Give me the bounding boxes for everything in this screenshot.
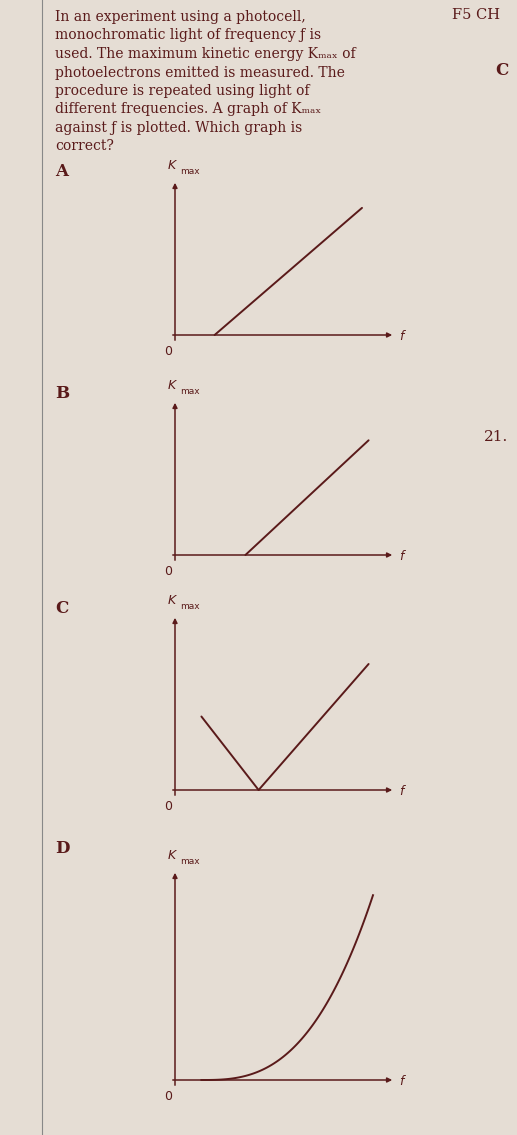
Text: $f$: $f$ xyxy=(399,784,407,798)
Text: max: max xyxy=(180,857,200,866)
Text: different frequencies. A graph of Κₘₐₓ: different frequencies. A graph of Κₘₐₓ xyxy=(55,102,321,117)
Text: photoelectrons emitted is measured. The: photoelectrons emitted is measured. The xyxy=(55,66,345,79)
Text: $f$: $f$ xyxy=(399,1074,407,1088)
Text: 0: 0 xyxy=(164,345,172,358)
Text: B: B xyxy=(55,385,69,402)
Text: 0: 0 xyxy=(164,800,172,813)
Text: max: max xyxy=(180,167,200,176)
Text: C: C xyxy=(55,600,68,617)
Text: 0: 0 xyxy=(164,1090,172,1103)
Text: max: max xyxy=(180,387,200,396)
Text: $K$: $K$ xyxy=(168,159,178,173)
Text: 21.: 21. xyxy=(484,430,508,444)
Text: $K$: $K$ xyxy=(168,379,178,392)
Text: D: D xyxy=(55,840,69,857)
Text: In an experiment using a photocell,: In an experiment using a photocell, xyxy=(55,10,306,24)
Text: correct?: correct? xyxy=(55,140,114,153)
Text: against ƒ is plotted. Which graph is: against ƒ is plotted. Which graph is xyxy=(55,121,302,135)
Text: A: A xyxy=(55,163,68,180)
Text: $f$: $f$ xyxy=(399,329,407,343)
Text: used. The maximum kinetic energy Κₘₐₓ of: used. The maximum kinetic energy Κₘₐₓ of xyxy=(55,47,356,61)
Text: max: max xyxy=(180,602,200,611)
Text: $f$: $f$ xyxy=(399,549,407,563)
Text: C: C xyxy=(495,62,508,79)
Text: $K$: $K$ xyxy=(168,594,178,607)
Text: 0: 0 xyxy=(164,565,172,578)
Text: $K$: $K$ xyxy=(168,849,178,861)
Text: monochromatic light of frequency ƒ is: monochromatic light of frequency ƒ is xyxy=(55,28,321,42)
Text: procedure is repeated using light of: procedure is repeated using light of xyxy=(55,84,310,98)
Text: F5 CH: F5 CH xyxy=(452,8,500,22)
